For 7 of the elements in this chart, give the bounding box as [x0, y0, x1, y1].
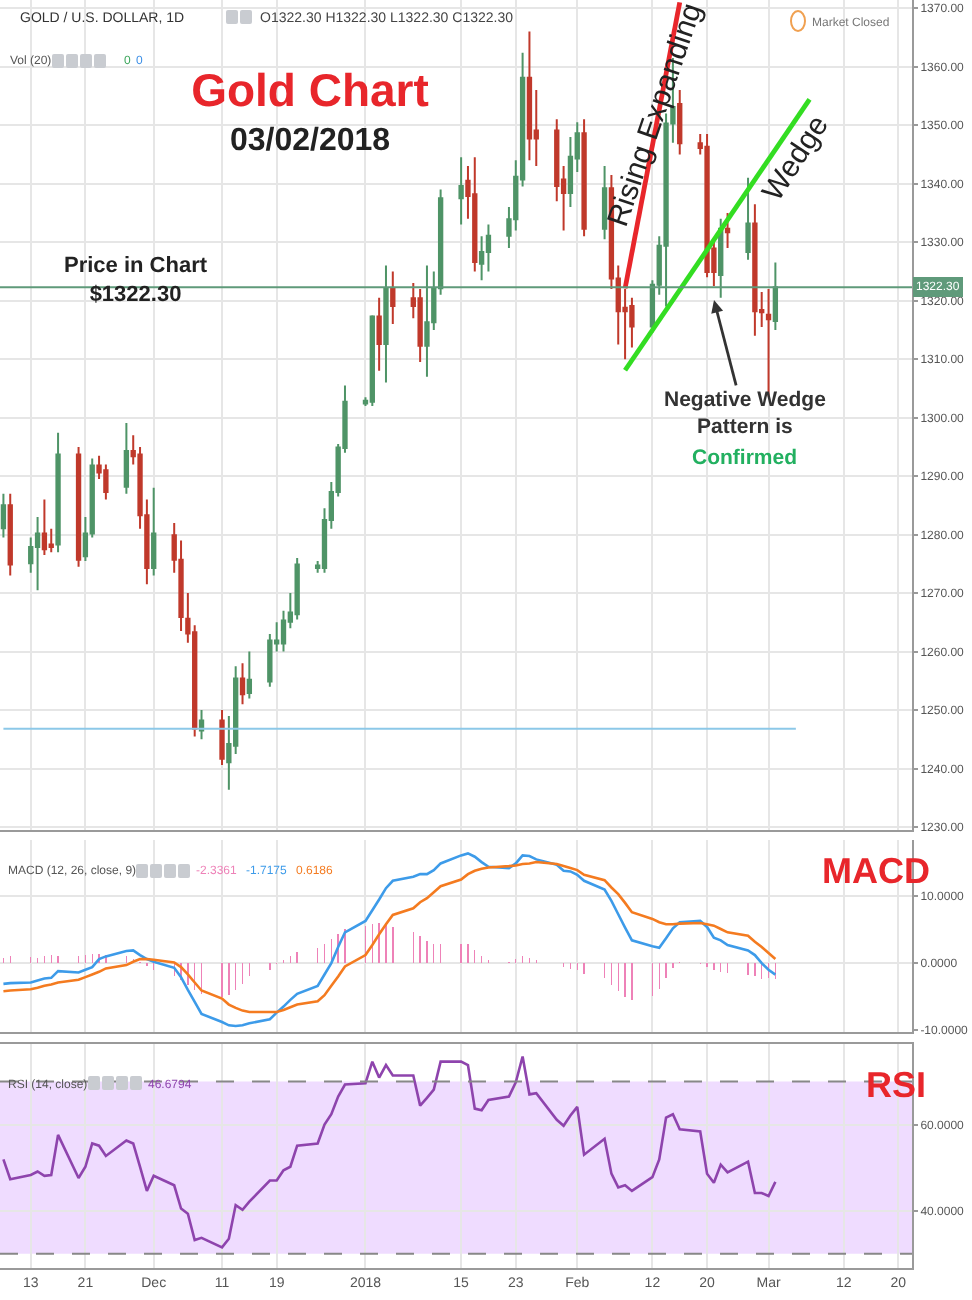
text: Gold Chart	[191, 64, 430, 117]
text: 03/02/2018	[230, 124, 391, 158]
annotation: Confirmed	[692, 446, 797, 470]
text: RSI	[865, 1064, 926, 1105]
annotation: Negative Wedge Pattern is	[664, 388, 827, 440]
chart-title: MACD	[822, 850, 930, 891]
annotation: Price in Chart $1322.30	[64, 254, 208, 307]
